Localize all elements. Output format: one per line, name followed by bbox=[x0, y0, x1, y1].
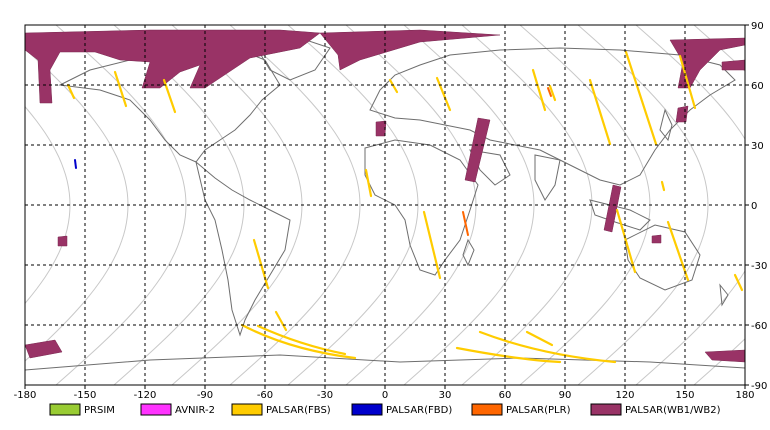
lon-tick-label: 120 bbox=[615, 390, 634, 401]
lat-tick-label: 0 bbox=[751, 201, 757, 212]
orbit-track bbox=[635, 25, 745, 385]
axis-ticks bbox=[24, 24, 749, 389]
lat-tick-label: 30 bbox=[751, 141, 764, 152]
legend-swatch bbox=[140, 403, 172, 416]
legend-swatch bbox=[49, 403, 81, 416]
lon-tick-label: -90 bbox=[197, 390, 213, 401]
graticule-grid bbox=[25, 25, 745, 385]
lon-tick-label: 0 bbox=[382, 390, 388, 401]
lat-tick-label: -90 bbox=[751, 381, 767, 392]
lon-tick-label: -180 bbox=[14, 390, 37, 401]
lat-tick-label: 60 bbox=[751, 81, 764, 92]
legend-item-palsar-fbd: PALSAR(FBD) bbox=[351, 403, 452, 416]
legend: PRSIM AVNIR-2 PALSAR(FBS) PALSAR(FBD) PA… bbox=[49, 403, 721, 416]
palsar-fbd-marks bbox=[74, 159, 77, 169]
lon-tick-label: 180 bbox=[735, 390, 754, 401]
lon-tick-label: 30 bbox=[439, 390, 452, 401]
orbit-track bbox=[25, 105, 71, 305]
legend-swatch bbox=[351, 403, 383, 416]
legend-item-palsar-plr: PALSAR(PLR) bbox=[471, 403, 571, 416]
legend-label: PRSIM bbox=[84, 405, 115, 416]
lon-tick-label: -60 bbox=[257, 390, 273, 401]
legend-label: PALSAR(PLR) bbox=[506, 405, 571, 416]
lon-tick-label: 90 bbox=[559, 390, 572, 401]
legend-swatch bbox=[590, 403, 622, 416]
lon-tick-label: 60 bbox=[499, 390, 512, 401]
lat-tick-labels: 90 60 30 0 -30 -60 -90 bbox=[751, 21, 767, 392]
lat-tick-label: 90 bbox=[751, 21, 764, 32]
lon-tick-label: 150 bbox=[675, 390, 694, 401]
legend-item-palsar-wb: PALSAR(WB1/WB2) bbox=[590, 403, 721, 416]
coastlines bbox=[25, 37, 745, 371]
palsar-wb-swaths bbox=[25, 29, 745, 363]
lon-tick-label: -30 bbox=[317, 390, 333, 401]
lon-tick-label: -120 bbox=[134, 390, 157, 401]
palsar-plr-strips bbox=[462, 87, 552, 236]
lon-tick-label: -150 bbox=[74, 390, 97, 401]
legend-label: PALSAR(WB1/WB2) bbox=[625, 405, 721, 416]
legend-item-prsim: PRSIM bbox=[49, 403, 115, 416]
lat-tick-label: -30 bbox=[751, 261, 767, 272]
palsar-fbs-strips bbox=[66, 50, 744, 364]
legend-item-palsar-fbs: PALSAR(FBS) bbox=[231, 403, 331, 416]
legend-label: PALSAR(FBD) bbox=[386, 405, 452, 416]
legend-item-avnir2: AVNIR-2 bbox=[140, 403, 215, 416]
legend-swatch bbox=[231, 403, 263, 416]
lat-tick-label: -60 bbox=[751, 321, 767, 332]
legend-label: PALSAR(FBS) bbox=[266, 405, 331, 416]
lon-tick-labels: -180 -150 -120 -90 -60 -30 0 30 60 90 12… bbox=[14, 390, 755, 401]
legend-label: AVNIR-2 bbox=[175, 405, 215, 416]
legend-swatch bbox=[471, 403, 503, 416]
